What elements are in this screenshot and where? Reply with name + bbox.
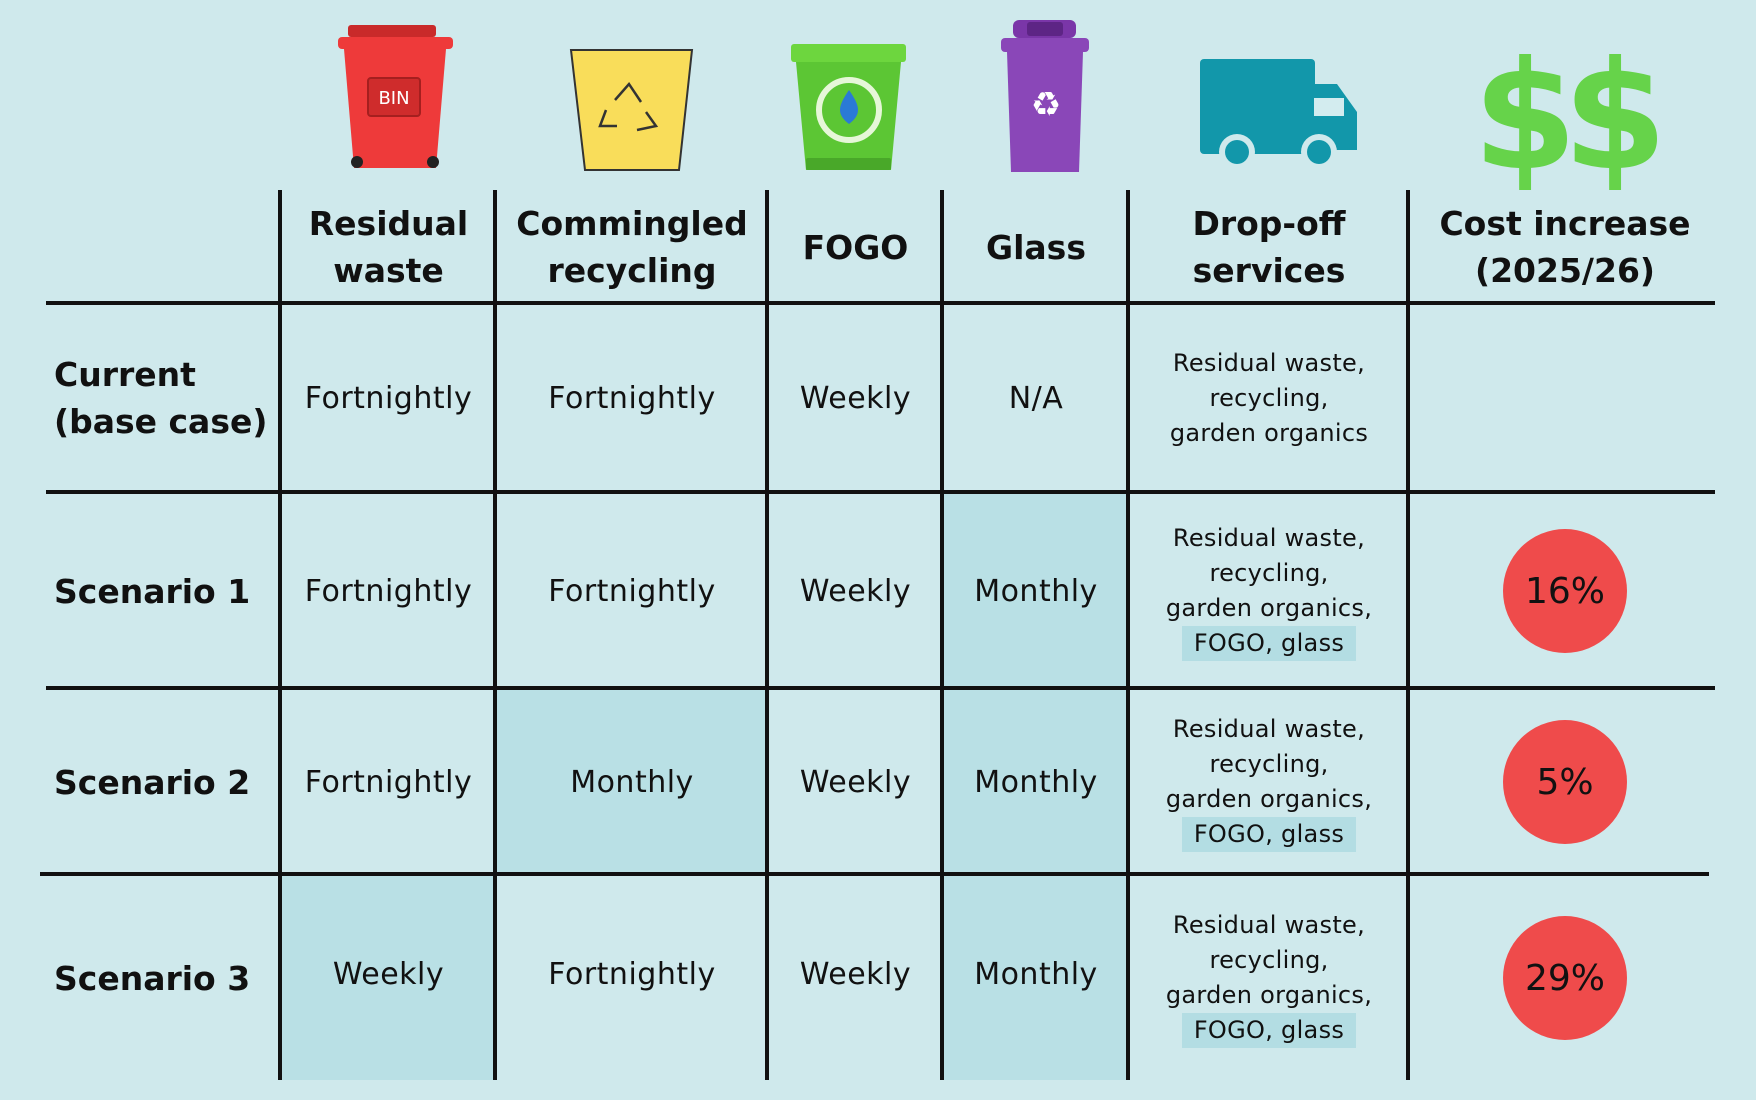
header-text: (2025/26): [1475, 251, 1655, 290]
dropoff-new-items-tag: FOGO, glass: [1181, 817, 1357, 852]
highlight-s2-commingled: [497, 690, 767, 874]
grid-vline: [940, 190, 944, 1080]
header-text: Commingled: [516, 204, 748, 243]
cell-s1-residual: Fortnightly: [304, 573, 473, 609]
cell-s1-cost: 16%: [1410, 494, 1720, 688]
cell-current-residual: Fortnightly: [304, 380, 473, 416]
cell-s3-fogo: Weekly: [799, 956, 912, 992]
header-text: services: [1192, 251, 1346, 290]
header-fogo: FOGO: [769, 192, 942, 302]
red-bin-icon: BIN: [338, 25, 453, 168]
header-cost-increase: Cost increase (2025/26): [1410, 192, 1720, 302]
highlight-s1-glass: [944, 494, 1128, 688]
yellow-recycling-bin-icon: [569, 49, 694, 171]
header-glass: Glass: [944, 192, 1128, 302]
cell-current-fogo: Weekly: [799, 380, 912, 416]
row-label-current: Current (base case): [42, 305, 280, 491]
dropoff-line: recycling,: [1209, 946, 1329, 974]
dollar-signs-icon: $ $: [1473, 30, 1667, 200]
row-label-text: Scenario 3: [54, 958, 251, 998]
cell-s3-residual: Weekly: [332, 956, 445, 992]
cell-s1-fogo: Weekly: [799, 573, 912, 609]
cost-badge: 29%: [1503, 916, 1627, 1040]
grid-vline: [1406, 190, 1410, 1080]
cell-s1-glass: Monthly: [974, 573, 1098, 609]
row-label-scenario-3: Scenario 3: [42, 876, 280, 1080]
row-label-text: Current: [54, 355, 196, 394]
dropoff-line: garden organics,: [1165, 594, 1373, 622]
dropoff-line: garden organics,: [1165, 785, 1373, 813]
header-text: Cost increase: [1439, 204, 1691, 243]
header-text: recycling: [547, 251, 717, 290]
cell-s2-cost: 5%: [1410, 690, 1720, 874]
bin-label-text: BIN: [378, 88, 409, 109]
row-label-text: (base case): [54, 402, 268, 441]
cell-s2-glass: Monthly: [974, 764, 1098, 800]
dropoff-new-items-tag: FOGO, glass: [1181, 626, 1357, 661]
dropoff-line: Residual waste,: [1172, 524, 1366, 552]
cell-s3-cost: 29%: [1410, 876, 1720, 1080]
green-fogo-bin-icon: [791, 44, 906, 170]
cost-badge: 16%: [1503, 529, 1627, 653]
cell-s2-commingled: Monthly: [570, 764, 694, 800]
cost-badge: 5%: [1503, 720, 1627, 844]
grid-vline: [278, 190, 282, 1080]
header-commingled-recycling: Commingled recycling: [497, 192, 767, 302]
row-label-text: Scenario 1: [54, 571, 251, 611]
header-text: Glass: [986, 227, 1086, 267]
delivery-truck-icon: [1200, 59, 1357, 170]
dropoff-new-items-tag: FOGO, glass: [1181, 1013, 1357, 1048]
cell-current-commingled: Fortnightly: [548, 380, 716, 416]
header-text: waste: [333, 251, 444, 290]
grid-hline: [46, 490, 1715, 494]
row-label-scenario-2: Scenario 2: [42, 690, 280, 874]
dropoff-line: garden organics,: [1165, 981, 1373, 1009]
svg-text:♻: ♻: [1031, 85, 1061, 125]
grid-hline: [46, 686, 1715, 690]
cell-current-glass: N/A: [1008, 380, 1064, 416]
cell-current-dropoff: Residual waste, recycling, garden organi…: [1130, 305, 1408, 491]
cell-s3-dropoff: Residual waste, recycling, garden organi…: [1130, 876, 1408, 1080]
dropoff-line: recycling,: [1209, 383, 1329, 412]
header-text: FOGO: [802, 227, 909, 267]
purple-glass-bin-icon: ♻: [1001, 20, 1089, 172]
svg-text:$: $: [1473, 30, 1577, 200]
highlight-s3-glass: [944, 876, 1128, 1080]
header-text: Residual: [308, 204, 469, 243]
cell-s1-dropoff: Residual waste, recycling, garden organi…: [1130, 494, 1408, 688]
cell-current-cost: [1410, 305, 1720, 491]
header-icons: BIN ♻: [338, 20, 1667, 200]
dropoff-line: Residual waste,: [1172, 715, 1366, 743]
grid-vline: [1126, 190, 1130, 1080]
header-text: Drop-off: [1192, 204, 1346, 243]
dropoff-line: Residual waste,: [1172, 348, 1366, 377]
svg-text:$: $: [1563, 30, 1667, 200]
dropoff-line: garden organics: [1169, 418, 1369, 447]
grid-hline: [46, 301, 1715, 305]
row-label-text: Scenario 2: [54, 762, 251, 802]
cell-s2-dropoff: Residual waste, recycling, garden organi…: [1130, 690, 1408, 874]
cell-s2-residual: Fortnightly: [304, 764, 473, 800]
cell-s1-commingled: Fortnightly: [548, 573, 716, 609]
cell-s3-commingled: Fortnightly: [548, 956, 716, 992]
dropoff-line: recycling,: [1209, 559, 1329, 587]
dropoff-line: recycling,: [1209, 750, 1329, 778]
dropoff-line: Residual waste,: [1172, 911, 1366, 939]
grid-vline: [765, 190, 769, 1080]
cell-s2-fogo: Weekly: [799, 764, 912, 800]
row-label-scenario-1: Scenario 1: [42, 494, 280, 688]
header-drop-off-services: Drop-off services: [1130, 192, 1408, 302]
grid-hline: [40, 872, 1709, 876]
grid-vline: [493, 190, 497, 1080]
header-residual-waste: Residual waste: [282, 192, 495, 302]
cell-s3-glass: Monthly: [974, 956, 1098, 992]
highlight-s3-residual: [282, 876, 495, 1080]
highlight-s2-glass: [944, 690, 1128, 874]
